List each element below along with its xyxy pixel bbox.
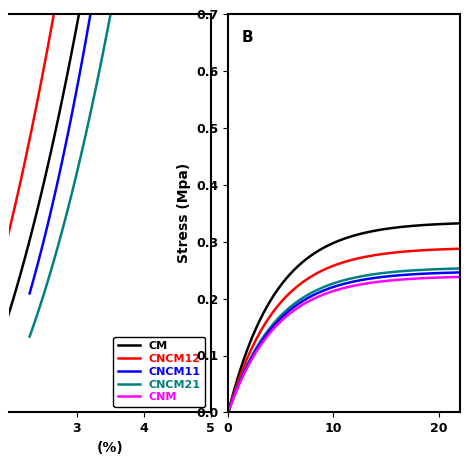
Text: B: B (242, 30, 254, 45)
Legend: CM, CNCM12, CNCM11, CNCM21, CNM: CM, CNCM12, CNCM11, CNCM21, CNM (113, 337, 205, 407)
X-axis label: (%): (%) (97, 441, 124, 455)
Y-axis label: Stress (Mpa): Stress (Mpa) (177, 163, 191, 264)
